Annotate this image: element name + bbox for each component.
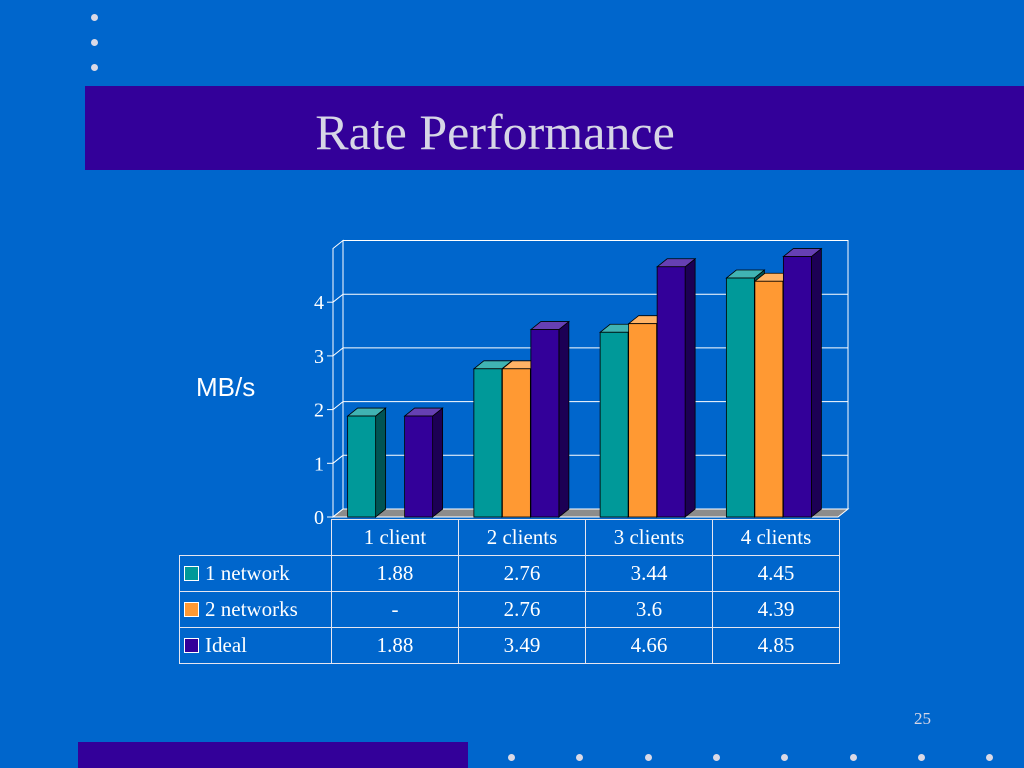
- bars: [346, 247, 823, 518]
- legend-label: Ideal: [205, 633, 247, 657]
- data-label: 3.49: [458, 627, 586, 664]
- x-tick-label: 2 clients: [458, 519, 586, 556]
- data-label: 2.76: [458, 555, 586, 592]
- bar-front: [628, 323, 658, 518]
- data-label: -: [331, 591, 459, 628]
- decorative-dot: [849, 754, 857, 761]
- data-label: 3.44: [585, 555, 713, 592]
- bar-front: [725, 277, 755, 518]
- data-label: 4.66: [585, 627, 713, 664]
- side-wall: [332, 239, 344, 519]
- data-label: 3.6: [585, 591, 713, 628]
- y-tick-label: 2: [314, 400, 324, 422]
- data-label: 4.39: [712, 591, 840, 628]
- bar-front: [656, 266, 686, 518]
- y-tick-label: 3: [314, 346, 324, 368]
- bar-front: [404, 415, 434, 518]
- y-tick-label: 0: [314, 507, 324, 529]
- title-band: [85, 86, 1024, 170]
- decorative-dot: [508, 754, 515, 761]
- bar-front: [473, 368, 503, 518]
- decorative-dot: [712, 754, 720, 761]
- page-number: 25: [914, 709, 931, 728]
- legend-swatch: [184, 566, 199, 581]
- decorative-dot: [644, 754, 652, 761]
- y-tick-label: 1: [314, 453, 324, 475]
- decorative-dot: [986, 754, 994, 761]
- decorative-dot: [91, 14, 98, 21]
- bar-front: [501, 368, 531, 518]
- decorative-dot: [917, 754, 925, 761]
- decorative-dot: [91, 64, 98, 71]
- table-row: Ideal 1.88 3.49 4.66 4.85: [179, 627, 840, 664]
- bar: [346, 407, 387, 518]
- legend-entry: 2 networks: [179, 591, 332, 628]
- decorative-dot: [91, 39, 98, 46]
- x-tick-label: 3 clients: [585, 519, 713, 556]
- y-tick-label: 4: [314, 292, 324, 314]
- bar-side: [558, 320, 570, 518]
- legend-label: 2 networks: [205, 597, 298, 621]
- bar-side: [375, 407, 387, 518]
- page-title: Rate Performance: [315, 104, 675, 160]
- bar-front: [782, 256, 812, 518]
- data-label: 4.45: [712, 555, 840, 592]
- bar-side: [810, 247, 822, 518]
- data-label: 1.88: [331, 627, 459, 664]
- bar: [782, 247, 823, 518]
- legend-swatch: [184, 638, 199, 653]
- bar-side: [432, 407, 444, 518]
- bar-side: [684, 257, 696, 518]
- bar-front: [347, 415, 377, 518]
- decorative-dot: [781, 754, 789, 761]
- data-table: 1 client 2 clients 3 clients 4 clients 1…: [179, 519, 840, 664]
- bar: [529, 320, 571, 518]
- bar-front: [530, 329, 560, 518]
- decorative-dot: [576, 754, 584, 761]
- x-tick-label: 4 clients: [712, 519, 840, 556]
- data-label: 2.76: [458, 591, 586, 628]
- bar: [655, 257, 697, 518]
- bar-front: [599, 331, 629, 518]
- table-row: 2 networks - 2.76 3.6 4.39: [179, 591, 840, 628]
- bar-front: [754, 280, 784, 518]
- table-header-row: 1 client 2 clients 3 clients 4 clients: [180, 519, 840, 556]
- legend-entry: Ideal: [179, 627, 332, 664]
- bar: [403, 407, 444, 518]
- bar: [598, 323, 640, 518]
- table-row: 1 network 1.88 2.76 3.44 4.45: [179, 555, 840, 592]
- x-tick-label: 1 client: [331, 519, 459, 556]
- data-label: 4.85: [712, 627, 840, 664]
- legend-swatch: [184, 602, 199, 617]
- legend-label: 1 network: [205, 561, 290, 585]
- y-axis-ticks: 0 1 2 3 4: [314, 248, 334, 529]
- legend-entry: 1 network: [179, 555, 332, 592]
- data-label: 1.88: [331, 555, 459, 592]
- table-corner: [180, 520, 332, 556]
- y-axis-label: MB/s: [196, 372, 256, 402]
- footer-band: [78, 742, 468, 768]
